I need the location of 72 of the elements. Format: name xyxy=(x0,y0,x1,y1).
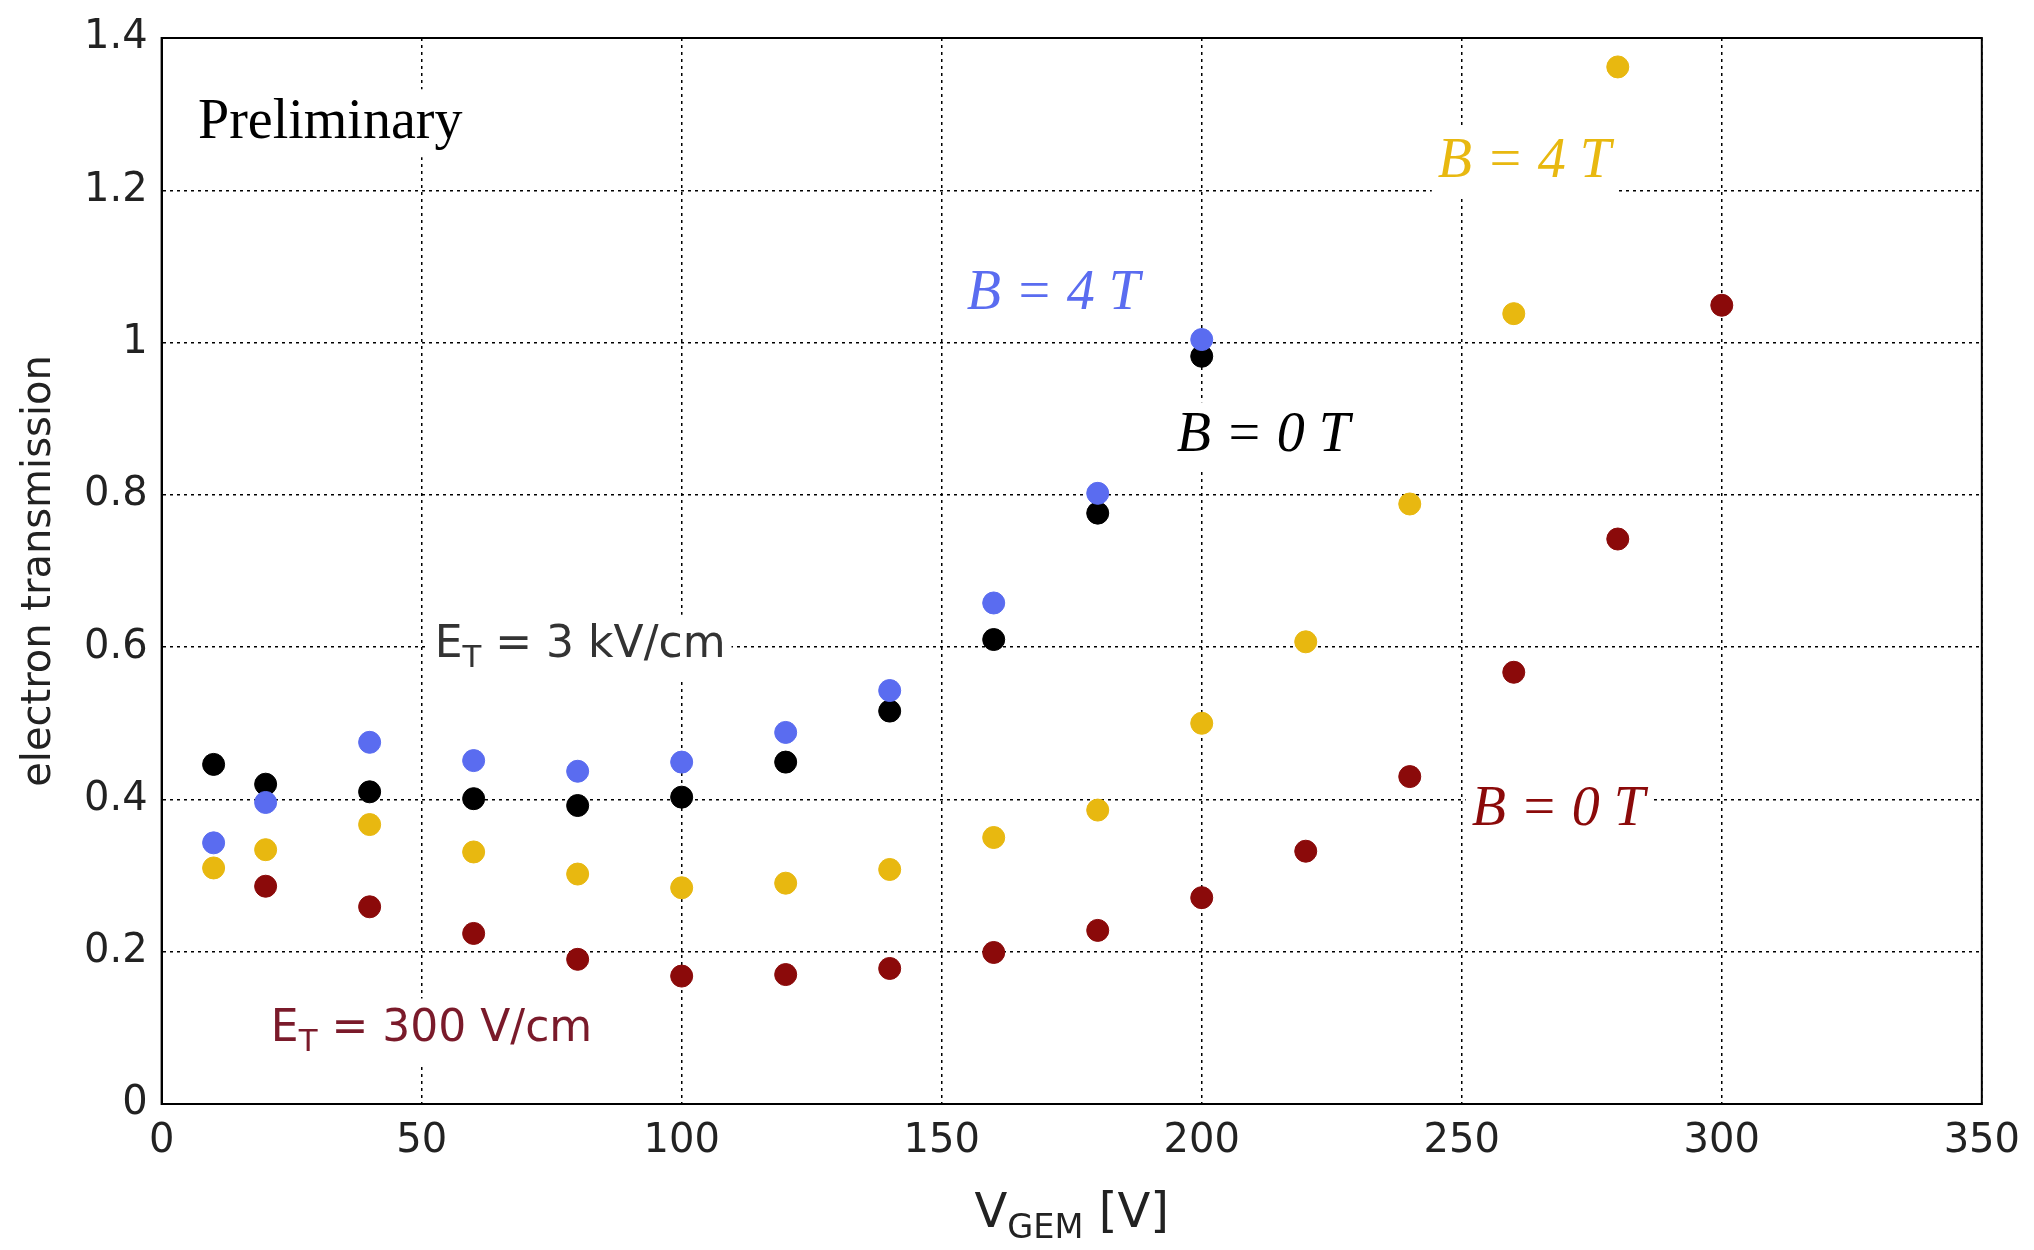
point xyxy=(982,628,1006,652)
y-tick-label: 0.8 xyxy=(83,468,148,515)
y-tick-label: 0.6 xyxy=(83,620,148,667)
point xyxy=(774,750,798,774)
point xyxy=(670,750,694,774)
y-axis-title: electron transmission xyxy=(13,355,60,787)
point xyxy=(670,964,694,988)
point xyxy=(202,752,226,776)
point xyxy=(774,871,798,895)
point xyxy=(670,785,694,809)
y-tick-label: 1.2 xyxy=(83,163,148,210)
point xyxy=(982,591,1006,615)
point xyxy=(878,679,902,703)
point xyxy=(1086,481,1110,505)
point xyxy=(462,787,486,811)
point xyxy=(774,963,798,987)
point xyxy=(1502,302,1526,326)
point xyxy=(774,720,798,744)
point xyxy=(358,730,382,754)
point xyxy=(202,831,226,855)
point xyxy=(358,813,382,837)
point xyxy=(254,838,278,862)
x-tick-label: 150 xyxy=(903,1115,980,1162)
point xyxy=(1294,839,1318,863)
point xyxy=(1190,886,1214,910)
x-tick-label: 100 xyxy=(643,1115,720,1162)
point xyxy=(982,826,1006,849)
point xyxy=(1502,660,1526,684)
y-tick-label: 0.4 xyxy=(83,772,148,819)
series-label: B = 0 T xyxy=(1176,401,1354,463)
point xyxy=(254,874,278,898)
point xyxy=(1086,501,1110,525)
annotation: Preliminary xyxy=(198,87,463,150)
point xyxy=(358,780,382,804)
point xyxy=(1606,527,1630,551)
point xyxy=(878,956,902,980)
point xyxy=(462,921,486,945)
y-tick-label: 0 xyxy=(122,1077,148,1124)
point xyxy=(566,862,590,886)
x-tick-label: 200 xyxy=(1163,1115,1240,1162)
point xyxy=(566,759,590,783)
point xyxy=(254,772,278,796)
point xyxy=(566,947,590,971)
series-label: B = 4 T xyxy=(1437,126,1615,189)
x-tick-label: 300 xyxy=(1683,1115,1760,1162)
point xyxy=(982,940,1006,964)
point xyxy=(462,749,486,773)
point xyxy=(1710,293,1734,317)
point xyxy=(1398,765,1422,789)
y-tick-label: 1 xyxy=(122,315,148,362)
series-label: B = 0 T xyxy=(1471,774,1649,837)
point xyxy=(566,794,590,818)
point xyxy=(202,856,226,880)
point xyxy=(1294,630,1318,654)
point xyxy=(1398,492,1422,516)
point xyxy=(1606,55,1630,79)
point xyxy=(1086,918,1110,942)
y-tick-label: 1.4 xyxy=(83,11,148,58)
point xyxy=(878,699,902,723)
y-tick-label: 0.2 xyxy=(83,925,148,972)
point xyxy=(1190,328,1214,352)
x-tick-label: 50 xyxy=(396,1115,448,1162)
point xyxy=(462,840,486,864)
x-tick-label: 250 xyxy=(1423,1115,1500,1162)
series-label: B = 4 T xyxy=(966,259,1144,322)
point xyxy=(878,857,902,881)
point xyxy=(254,790,278,814)
x-tick-label: 350 xyxy=(1943,1115,2021,1162)
point xyxy=(670,876,694,900)
point xyxy=(1190,711,1214,735)
point xyxy=(1086,798,1110,822)
point xyxy=(358,895,382,919)
